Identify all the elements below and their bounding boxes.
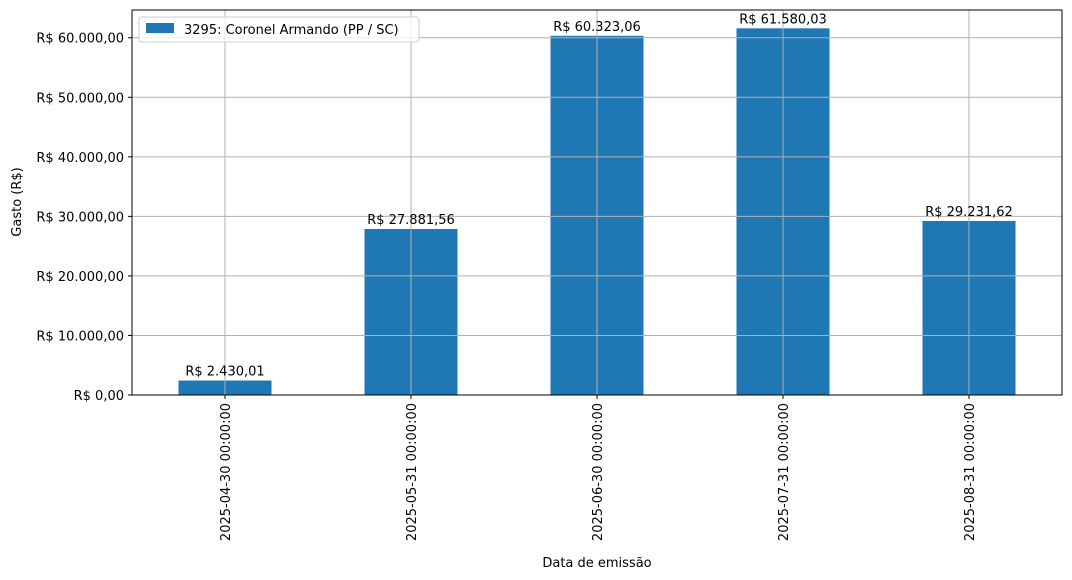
bar-value-label: R$ 27.881,56 <box>367 213 455 228</box>
x-axis-label: Data de emissão <box>542 556 651 571</box>
y-tick-label: R$ 40.000,00 <box>36 151 124 166</box>
legend-swatch <box>146 23 174 33</box>
y-tick-label: R$ 30.000,00 <box>36 210 124 225</box>
bar-value-label: R$ 2.430,01 <box>185 365 264 380</box>
legend-label: 3295: Coronel Armando (PP / SC) <box>184 23 399 38</box>
y-tick-label: R$ 10.000,00 <box>36 329 124 344</box>
x-tick-label: 2025-07-31 00:00:00 <box>777 403 792 541</box>
y-axis-ticks: R$ 0,00 R$ 10.000,00 R$ 20.000,00 R$ 30.000… <box>36 32 132 404</box>
legend: 3295: Coronel Armando (PP / SC) <box>138 16 420 43</box>
legend-box <box>138 16 420 43</box>
y-tick-label: R$ 60.000,00 <box>36 32 124 47</box>
y-tick-label: R$ 50.000,00 <box>36 91 124 106</box>
bar-value-label: R$ 61.580,03 <box>739 12 827 27</box>
y-axis-label: Gasto (R$) <box>10 167 25 236</box>
x-tick-label: 2025-06-30 00:00:00 <box>591 403 606 541</box>
bar-value-label: R$ 29.231,62 <box>925 205 1013 220</box>
x-tick-label: 2025-05-31 00:00:00 <box>405 403 420 541</box>
x-tick-label: 2025-08-31 00:00:00 <box>963 403 978 541</box>
bar-value-labels: R$ 2.430,01 R$ 27.881,56 R$ 60.323,06 R$ 61… <box>185 12 1012 379</box>
x-axis-ticks: 2025-04-30 00:00:00 2025-05-31 00:00:00 20… <box>219 395 978 541</box>
bars <box>132 10 1062 396</box>
y-tick-label: R$ 0,00 <box>74 389 124 404</box>
y-tick-label: R$ 20.000,00 <box>36 270 124 285</box>
x-tick-label: 2025-04-30 00:00:00 <box>219 403 234 541</box>
bar-value-label: R$ 60.323,06 <box>553 20 641 35</box>
